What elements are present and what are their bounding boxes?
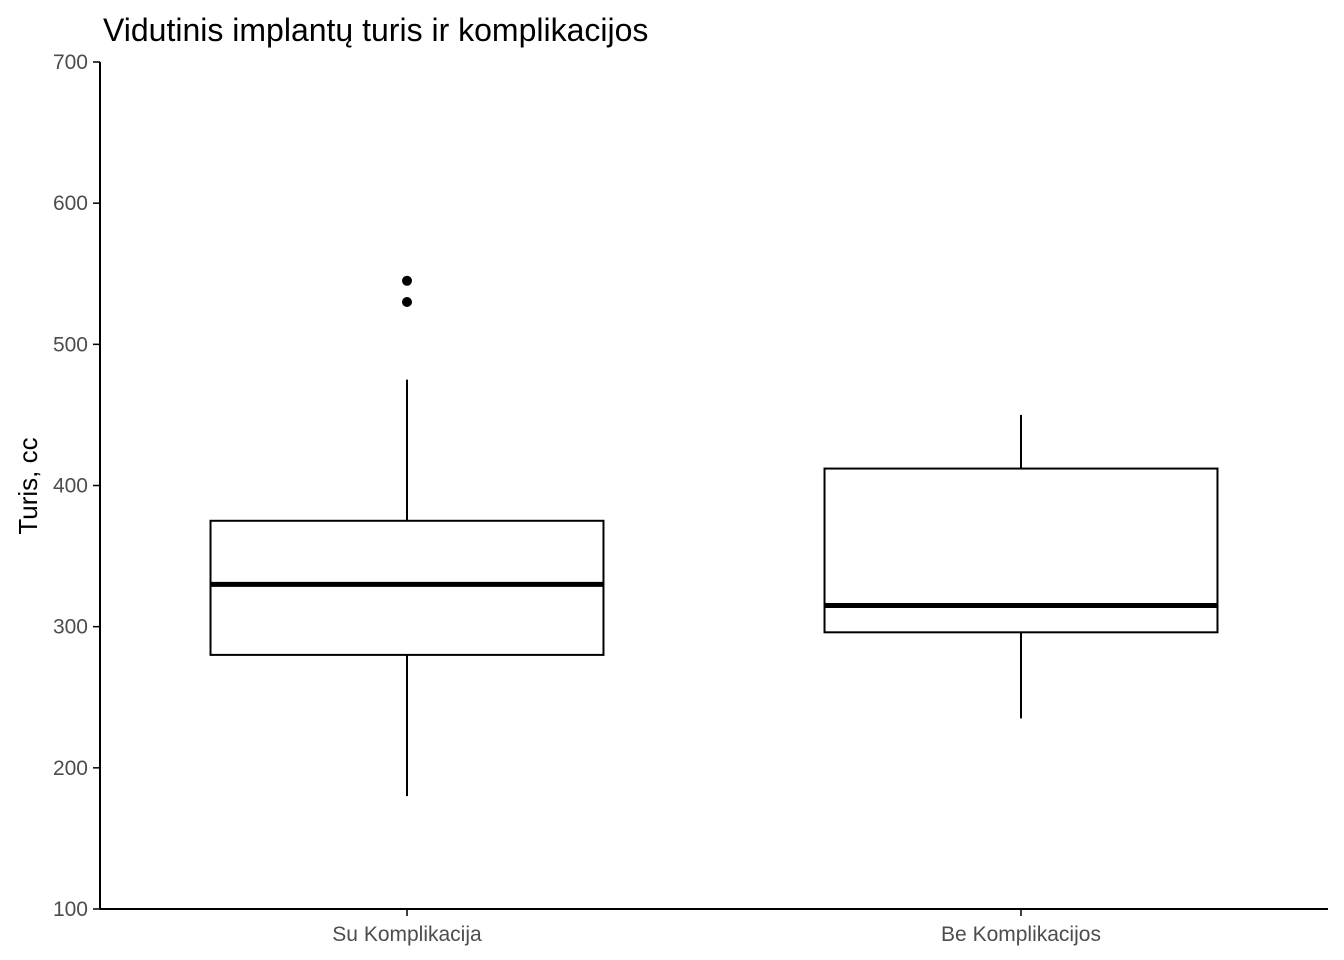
y-tick-label-300: 300 (53, 616, 88, 639)
y-axis-title: Turis, cc (13, 437, 43, 534)
y-tick-label-200: 200 (53, 757, 88, 780)
y-tick-label-700: 700 (53, 51, 88, 74)
y-tick-label-400: 400 (53, 475, 88, 498)
y-tick-label-600: 600 (53, 192, 88, 215)
chart-title: Vidutinis implantų turis ir komplikacijo… (103, 12, 648, 48)
x-tick-label-1: Su Komplikacija (332, 923, 482, 946)
plot-area: 100 200 300 400 500 600 700 Su Komplikacija Be K… (53, 51, 1328, 946)
y-tick-label-100: 100 (53, 898, 88, 921)
y-tick-label-500: 500 (53, 333, 88, 356)
outlier-point-1-1 (402, 296, 412, 307)
x-tick-label-2: Be Komplikacijos (941, 923, 1101, 946)
outlier-point-1-2 (402, 275, 412, 286)
box-1 (209, 519, 605, 656)
